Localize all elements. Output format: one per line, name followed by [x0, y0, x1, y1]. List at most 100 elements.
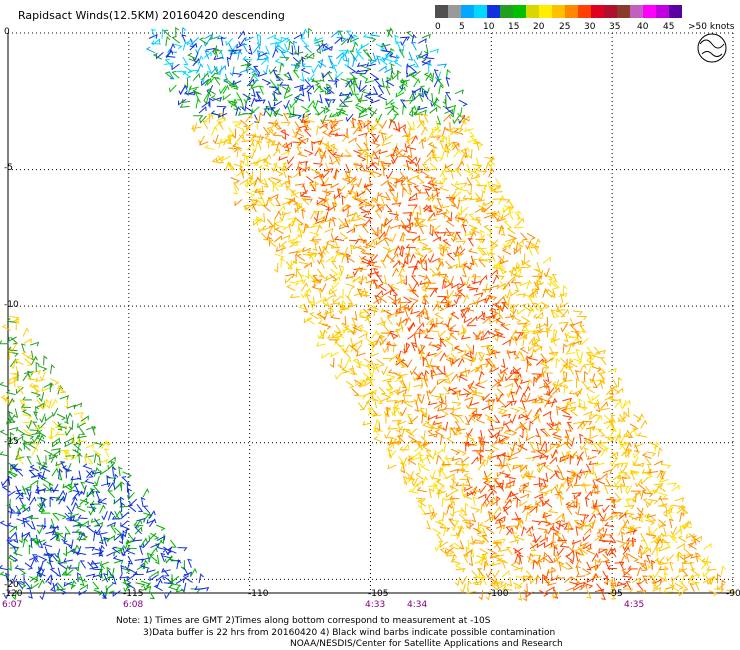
- wind-barb: [327, 55, 334, 65]
- wind-barb: [176, 71, 187, 76]
- wind-barb: [344, 357, 352, 368]
- wind-barb: [21, 396, 32, 401]
- wind-barb: [386, 76, 391, 87]
- wind-barb: [133, 571, 144, 576]
- wind-barb: [646, 554, 651, 564]
- wind-barb: [274, 235, 282, 243]
- wind-barb: [594, 534, 603, 542]
- wind-barb: [258, 85, 264, 95]
- wind-barb: [457, 449, 467, 456]
- wind-barb: [406, 135, 415, 143]
- wind-barb: [599, 406, 610, 411]
- wind-barb: [565, 482, 574, 492]
- wind-barb: [0, 520, 9, 528]
- wind-barb: [171, 63, 180, 71]
- wind-barb: [320, 153, 327, 164]
- wind-barb: [416, 217, 427, 223]
- wind-barb: [175, 587, 186, 593]
- wind-barb: [667, 511, 673, 521]
- wind-barb: [618, 526, 625, 536]
- wind-barb: [497, 583, 506, 590]
- wind-barb: [38, 462, 47, 471]
- wind-barb: [126, 544, 137, 549]
- wind-barb: [536, 372, 545, 381]
- wind-barb: [320, 219, 331, 224]
- wind-barb: [409, 366, 417, 376]
- wind-barb: [480, 229, 485, 240]
- wind-barb: [408, 454, 413, 465]
- wind-barb: [589, 413, 598, 421]
- wind-barb: [293, 50, 304, 55]
- wind-barb: [406, 239, 417, 244]
- wind-barb: [293, 62, 300, 73]
- wind-barb: [321, 190, 332, 197]
- wind-barb: [314, 39, 324, 45]
- wind-barb: [80, 481, 86, 491]
- wind-barb: [574, 505, 581, 516]
- wind-barb: [395, 148, 404, 157]
- wind-barb: [57, 561, 67, 570]
- wind-barb: [86, 455, 94, 464]
- wind-barb: [463, 549, 472, 557]
- wind-barb: [136, 564, 146, 571]
- wind-barb: [519, 346, 529, 354]
- wind-barb: [357, 119, 363, 129]
- wind-barb: [539, 428, 548, 437]
- wind-barb: [462, 327, 467, 338]
- wind-barb: [500, 323, 509, 331]
- wind-barb: [106, 521, 116, 527]
- wind-barb: [371, 330, 379, 339]
- wind-barb: [335, 77, 340, 88]
- wind-barb: [389, 102, 399, 110]
- wind-barb: [287, 71, 293, 81]
- wind-barb: [316, 125, 322, 136]
- wind-barb: [24, 581, 32, 590]
- wind-barb: [121, 511, 130, 519]
- wind-barb: [363, 238, 368, 249]
- wind-barb: [386, 436, 393, 447]
- wind-barb: [228, 82, 239, 88]
- wind-barb: [337, 358, 343, 369]
- wind-barb: [113, 473, 119, 484]
- wind-barb: [550, 281, 559, 290]
- wind-barb: [592, 428, 603, 433]
- wind-barb: [9, 431, 15, 442]
- wind-barb: [489, 161, 496, 172]
- wind-barb: [622, 399, 631, 408]
- wind-barb: [374, 418, 381, 429]
- wind-barb: [469, 352, 474, 362]
- wind-barb: [72, 531, 83, 536]
- wind-barb: [436, 406, 447, 412]
- wind-barb: [148, 532, 157, 541]
- wind-barb: [446, 504, 453, 514]
- wind-barb: [488, 398, 493, 409]
- colorbar-swatch: [487, 5, 500, 18]
- wind-barb: [61, 532, 67, 543]
- wind-barb: [256, 56, 267, 61]
- wind-barb: [497, 295, 505, 304]
- wind-barb: [366, 315, 372, 325]
- wind-barb: [99, 534, 104, 545]
- wind-barb: [591, 572, 599, 583]
- wind-barb: [289, 240, 298, 248]
- wind-barb: [358, 72, 369, 80]
- wind-barb: [36, 525, 44, 535]
- wind-barb: [236, 92, 243, 101]
- wind-barb: [356, 266, 367, 271]
- wind-barb: [473, 408, 478, 419]
- wind-barb: [282, 168, 288, 179]
- wind-barb: [486, 346, 491, 357]
- wind-barb: [476, 569, 481, 580]
- wind-barb: [591, 552, 599, 562]
- wind-barb: [245, 61, 252, 72]
- wind-barb: [619, 485, 630, 490]
- wind-barb: [453, 345, 464, 352]
- wind-barb: [135, 582, 146, 588]
- wind-barb: [399, 79, 408, 88]
- wind-barb: [544, 372, 550, 383]
- wind-barb: [339, 99, 348, 107]
- wind-barb: [272, 181, 278, 193]
- wind-barb: [477, 534, 488, 542]
- wind-barb: [407, 183, 413, 193]
- wind-barb: [703, 543, 712, 550]
